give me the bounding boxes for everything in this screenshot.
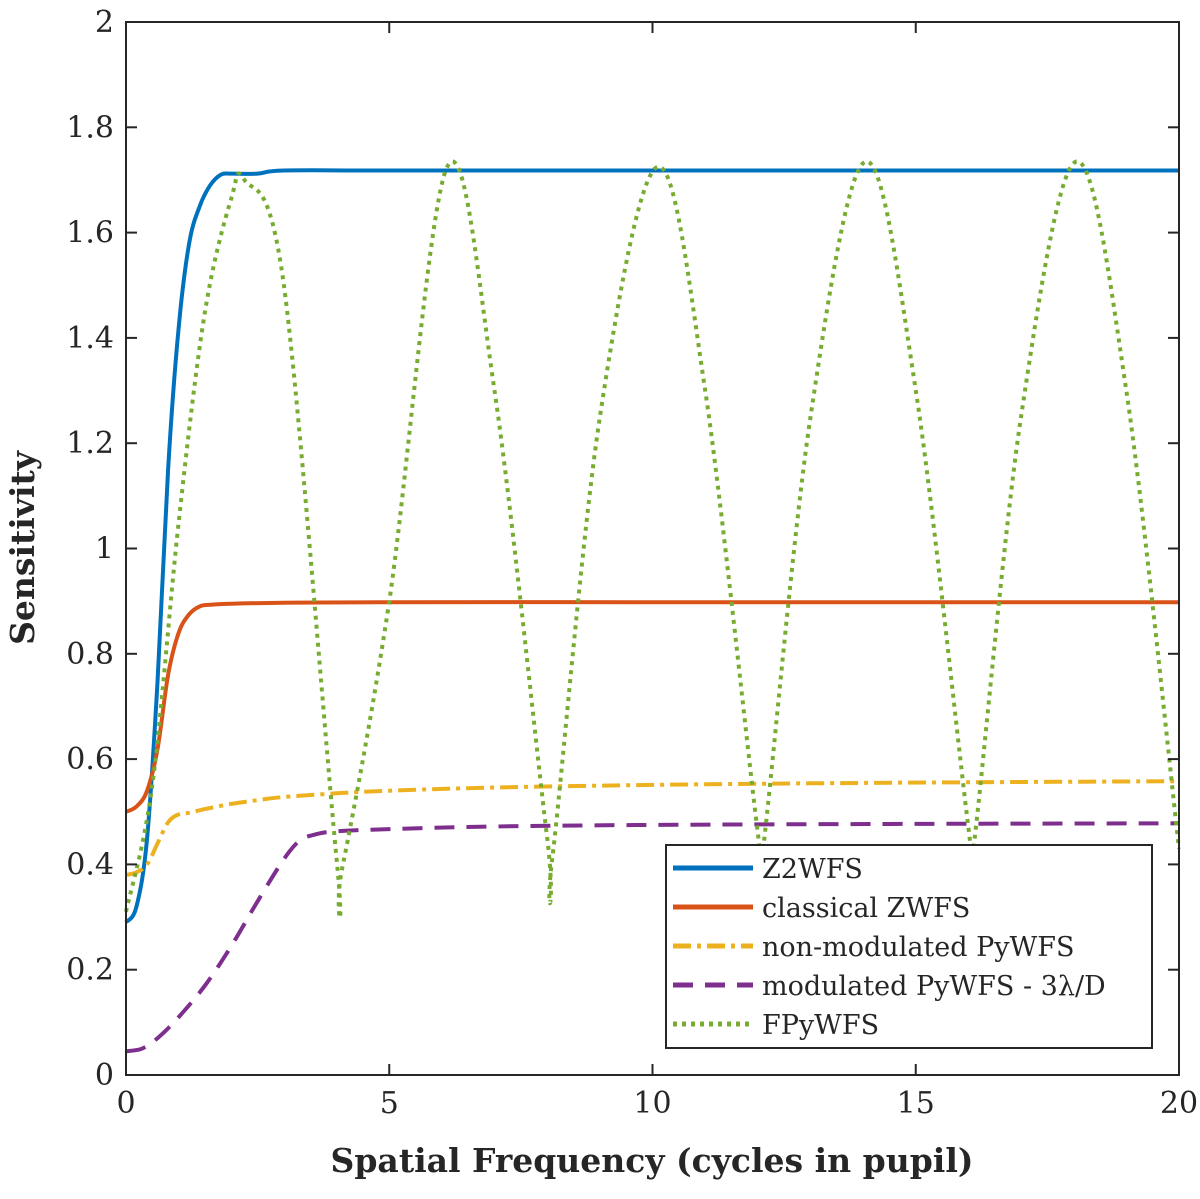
y-tick-label: 2 [95,5,114,40]
y-axis-label: Sensitivity [3,450,42,645]
y-tick-label: 0.6 [66,742,114,777]
y-tick-label: 0 [95,1058,114,1093]
y-tick-label: 1.8 [66,110,114,145]
legend-label-non-modulated-pywfs: non-modulated PyWFS [762,932,1075,963]
x-tick-label: 15 [897,1086,935,1121]
y-tick-label: 1 [95,532,114,567]
x-tick-label: 20 [1160,1086,1198,1121]
y-tick-label: 1.4 [66,321,114,356]
legend-label-classical-zwfs: classical ZWFS [762,893,970,924]
x-tick-label: 5 [380,1086,399,1121]
legend: Z2WFS classical ZWFS non-modulated PyWFS… [665,844,1153,1049]
y-tick-label: 0.4 [66,847,114,882]
x-tick-label: 0 [116,1086,135,1121]
x-axis-label: Spatial Frequency (cycles in pupil) [331,1141,974,1180]
legend-label-fpywfs: FPyWFS [762,1010,879,1041]
x-tick-label: 10 [633,1086,671,1121]
y-tick-label: 0.2 [66,953,114,988]
y-tick-label: 1.2 [66,426,114,461]
y-tick-label: 0.8 [66,637,114,672]
series-line-3 [125,821,1180,1054]
series-line-0 [124,168,1179,924]
legend-label-modulated-pywfs: modulated PyWFS - 3λ/D [762,971,1106,1002]
y-tick-label: 1.6 [66,216,114,251]
series-line-2 [125,779,1180,877]
legend-label-z2wfs: Z2WFS [762,854,863,885]
ticks-layer: 0 5 10 15 20 0 0.2 0.4 0.6 0.8 1 1.2 1.4 1.6 1.8 2 [66,5,1198,1121]
